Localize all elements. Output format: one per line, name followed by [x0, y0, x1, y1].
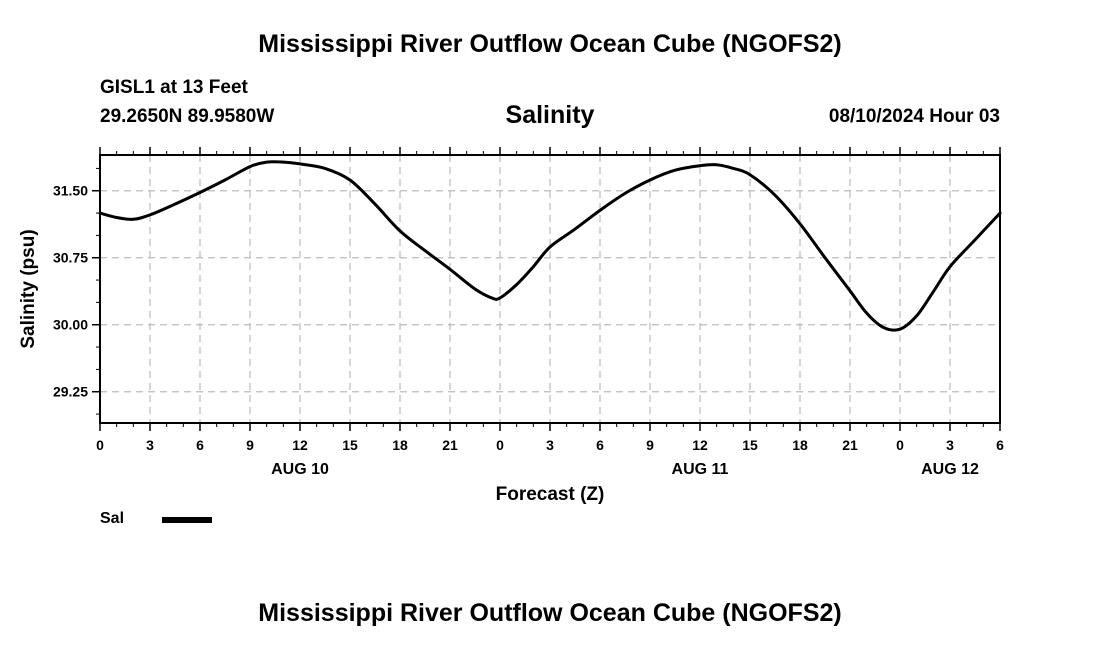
- axis-ticks: [92, 147, 1001, 431]
- x-tick-label: 15: [742, 437, 758, 453]
- x-tick-label: 3: [946, 437, 954, 453]
- x-tick-label: 3: [546, 437, 554, 453]
- x-tick-label: 6: [196, 437, 204, 453]
- footer-title: Mississippi River Outflow Ocean Cube (NG…: [258, 599, 842, 627]
- x-tick-label: 0: [496, 437, 504, 453]
- y-tick-label: 30.00: [53, 317, 88, 333]
- legend-swatch-sal: [162, 517, 212, 523]
- x-tick-label: 6: [596, 437, 604, 453]
- x-tick-label: 21: [442, 437, 458, 453]
- page-title: Mississippi River Outflow Ocean Cube (NG…: [258, 30, 842, 58]
- station-coordinates: 29.2650N 89.9580W: [100, 106, 275, 127]
- legend-label-sal: Sal: [100, 510, 125, 527]
- station-name: GISL1 at 13 Feet: [100, 77, 248, 98]
- chart-title: Salinity: [505, 101, 595, 129]
- x-tick-label: 0: [896, 437, 904, 453]
- x-tick-label: 18: [392, 437, 408, 453]
- x-axis-label: Forecast (Z): [496, 484, 605, 505]
- series-line-sal: [98, 160, 1002, 332]
- x-tick-label: 0: [96, 437, 104, 453]
- x-tick-label: 12: [692, 437, 708, 453]
- x-tick-label: 9: [646, 437, 654, 453]
- y-tick-label: 29.25: [53, 384, 88, 400]
- forecast-date: 08/10/2024 Hour 03: [828, 106, 1000, 127]
- x-tick-label: 12: [292, 437, 308, 453]
- day-label: AUG 11: [672, 461, 729, 478]
- x-tick-label: 3: [146, 437, 154, 453]
- x-tick-label: 18: [792, 437, 808, 453]
- y-tick-label: 30.75: [53, 250, 88, 266]
- grid-lines: [100, 155, 1000, 423]
- y-tick-label: 31.50: [53, 183, 88, 199]
- x-tick-label: 15: [342, 437, 358, 453]
- y-axis-label: Salinity (psu): [18, 229, 39, 348]
- day-label: AUG 12: [921, 461, 979, 478]
- axis-labels: 0 3 6 9 12 15 18 21 0 3 6 9 12 15 18 21 0 3 6 29.25 30.00 30.…: [18, 183, 1004, 505]
- x-tick-label: 6: [996, 437, 1004, 453]
- x-tick-label: 9: [246, 437, 254, 453]
- series-layer: [98, 160, 1002, 332]
- x-tick-label: 21: [842, 437, 858, 453]
- day-label: AUG 10: [271, 461, 329, 478]
- plot-frame: [99, 154, 1001, 424]
